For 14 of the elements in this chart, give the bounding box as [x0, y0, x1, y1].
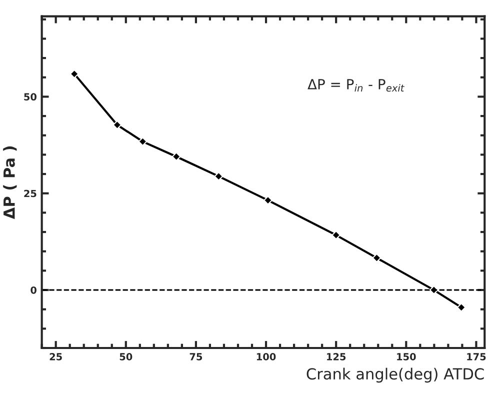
y-tick-label: 25: [24, 190, 36, 198]
y-tick-label: 50: [24, 93, 36, 101]
x-tick-label: 175: [467, 353, 486, 360]
point: [138, 137, 148, 146]
x-tick-label: 150: [397, 353, 416, 360]
x-tick-label: 100: [256, 353, 276, 360]
y-tick-label: 0: [30, 286, 36, 294]
x-tick-label: 75: [190, 353, 202, 360]
y-axis-title: ΔP ( Pa ): [3, 146, 17, 220]
x-tick-label: 125: [327, 353, 346, 360]
x-axis-title: Crank angle(deg) ATDC: [306, 368, 484, 383]
x-tick-label: 50: [120, 353, 132, 360]
x-tick-label: 25: [50, 353, 62, 360]
annotation: ΔP = P$_{in}$ - P$_{exit}$: [308, 79, 404, 92]
